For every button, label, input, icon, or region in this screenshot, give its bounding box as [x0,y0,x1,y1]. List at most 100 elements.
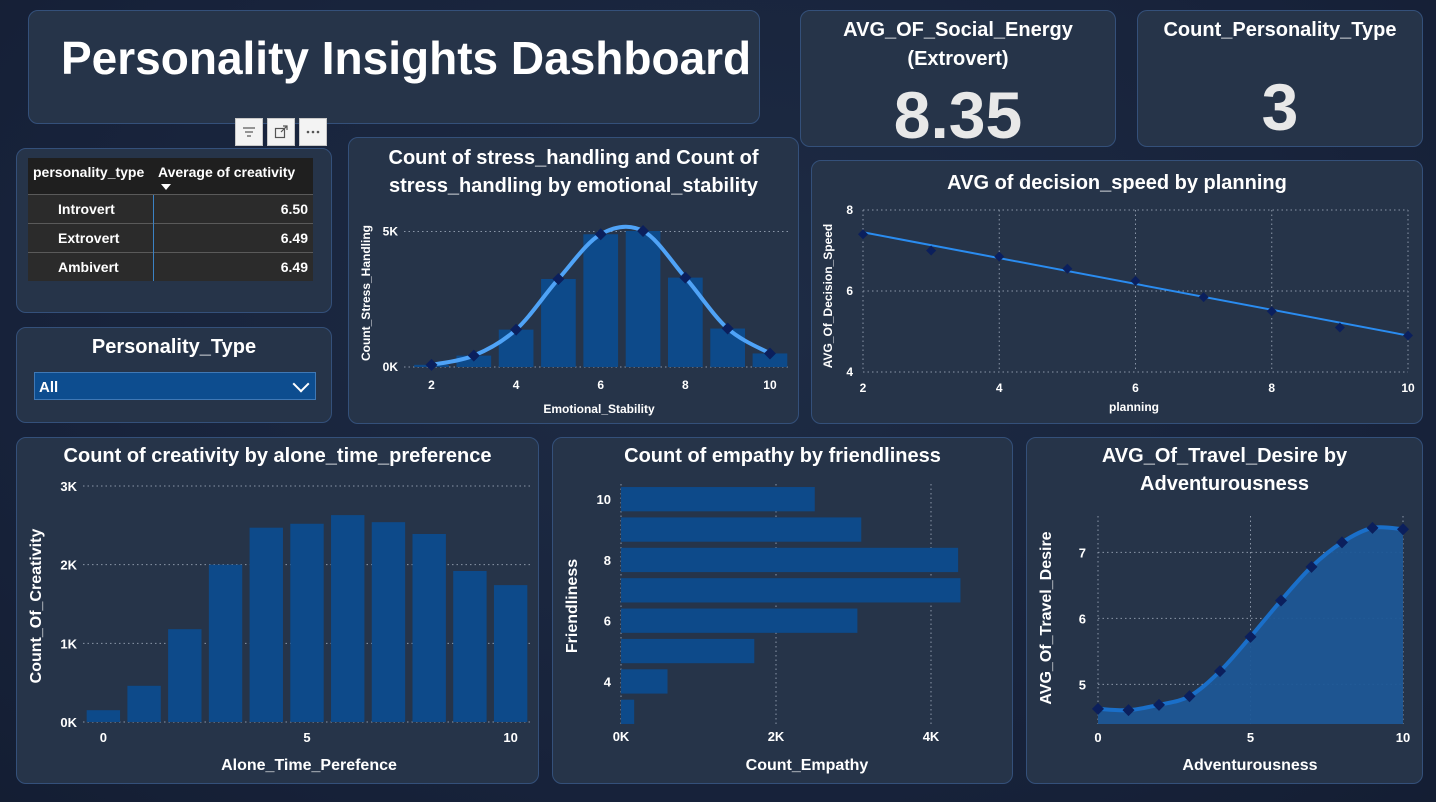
chart-card-stress: Count of stress_handling and Count of st… [348,137,799,424]
data-point-marker [1244,630,1257,643]
creativity-table: personality_type Average of creativity I… [28,158,313,281]
table-cell-value: 6.49 [152,252,313,281]
data-point-marker [1183,690,1196,703]
y-axis-title: AVG_Of_Travel_Desire [1038,531,1055,704]
chevron-down-icon [292,375,310,393]
chart-travel: 5 6 7 0 5 10 Adventurousness AVG_Of_Travel_Desi… [1038,516,1410,774]
tick-label: 0K [613,729,630,744]
tick-label: 3K [60,479,77,494]
tick-label: 6 [846,284,853,298]
kpi-title-line2: (Extrovert) [907,48,1009,70]
filter-icon[interactable] [235,118,263,146]
table-row[interactable]: Ambivert 6.49 [28,252,313,281]
bar [752,353,788,367]
x-axis-title: Count_Empathy [746,757,869,774]
page-title: Personality Insights Dashboard [61,32,752,84]
column-header-personality-type[interactable]: personality_type [28,158,153,195]
table-cell-type: Introvert [28,194,153,224]
chart-empathy: 10 8 6 4 0K 2K 4K Count_Empathy Friendliness [564,484,961,774]
tick-label: 2 [428,378,435,392]
data-point-marker [594,228,607,241]
data-point-marker [1214,665,1226,678]
x-axis-title: Emotional_Stability [543,402,655,416]
tick-label: 6 [604,614,611,629]
slicer-title: Personality_Type [91,336,257,358]
data-point-marker [1266,306,1277,317]
data-point-marker [1334,322,1345,333]
bar [127,685,161,722]
data-point-marker [1092,702,1104,715]
x-axis-title: planning [1109,400,1159,414]
sort-descending-icon [161,184,171,190]
chart-creativity: 0K 1K 2K 3K 0 5 10 Alone_Time_Perefence Count_Of… [28,479,531,774]
bar [498,329,534,367]
tick-label: 10 [1401,381,1415,395]
table-cell-type: Extrovert [28,223,153,253]
tick-label: 0 [100,730,107,745]
data-point-marker [1403,330,1413,341]
table-row[interactable]: Introvert 6.50 [28,194,313,224]
tick-label: 4 [513,378,520,392]
y-axis-title: AVG_Of_Decision_Speed [821,224,835,369]
bar [168,629,202,722]
bar [621,669,668,694]
kpi-value-social-energy: 8.35 [893,78,1023,152]
tick-label: 4K [923,729,940,744]
visual-header-toolbar [235,118,327,146]
column-header-average-creativity[interactable]: Average of creativity [153,158,313,195]
bar [621,608,858,633]
chart-stress: 0K 5K 2 4 6 8 10 Emotional_Stability Count_Stres… [359,225,789,416]
data-point-marker [1336,536,1348,549]
bar [493,585,528,722]
bar [621,578,961,603]
data-point-marker [425,358,438,371]
title-card: Personality Insights Dashboard [28,10,760,124]
data-point-marker [994,251,1005,262]
bar [208,564,243,722]
tick-label: 8 [682,378,689,392]
more-options-icon[interactable] [299,118,327,146]
tick-label: 7 [1079,545,1086,560]
data-point-marker [1122,704,1135,717]
tick-label: 8 [1268,381,1275,395]
table-header-row: personality_type Average of creativity [28,158,313,195]
y-axis-title: Friendliness [564,559,581,653]
data-point-marker [1198,292,1209,303]
bar [412,533,446,722]
data-point-marker [552,272,565,285]
data-point-marker [1130,275,1141,286]
chart-title-travel: AVG_Of_Travel_Desire by Adventurousness [1101,445,1348,495]
chart-title-decision: AVG of decision_speed by planning [947,172,1287,194]
table-cell-type: Ambivert [28,252,153,281]
tick-label: 0K [383,360,399,374]
tick-label: 5 [303,730,310,745]
tick-label: 10 [763,378,777,392]
tick-label: 0 [1094,730,1101,745]
dropdown-selected-value: All [39,379,59,396]
bar [331,515,365,722]
tick-label: 4 [604,674,612,689]
y-axis-title: Count_Of_Creativity [28,529,45,684]
data-point-marker [721,322,734,335]
tick-label: 5K [383,225,399,239]
bar [621,638,755,664]
table-row[interactable]: Extrovert 6.49 [28,223,313,253]
kpi-card-count-personality: Count_Personality_Type 3 [1137,10,1423,147]
tick-label: 10 [597,492,611,507]
tick-label: 4 [996,381,1003,395]
data-point-marker [926,245,937,256]
tick-label: 6 [1079,611,1086,626]
data-point-marker [858,229,868,240]
data-point-marker [1366,521,1379,534]
data-point-marker [1153,698,1165,711]
tick-label: 10 [1396,730,1410,745]
tick-label: 6 [597,378,604,392]
personality-type-dropdown[interactable]: All [34,372,316,400]
x-axis-title: Adventurousness [1182,757,1317,774]
data-point-marker [1275,594,1287,607]
focus-mode-icon[interactable] [267,118,295,146]
chart-title-empathy: Count of empathy by friendliness [624,445,941,467]
chart-title-stress: Count of stress_handling and Count of st… [388,147,759,197]
